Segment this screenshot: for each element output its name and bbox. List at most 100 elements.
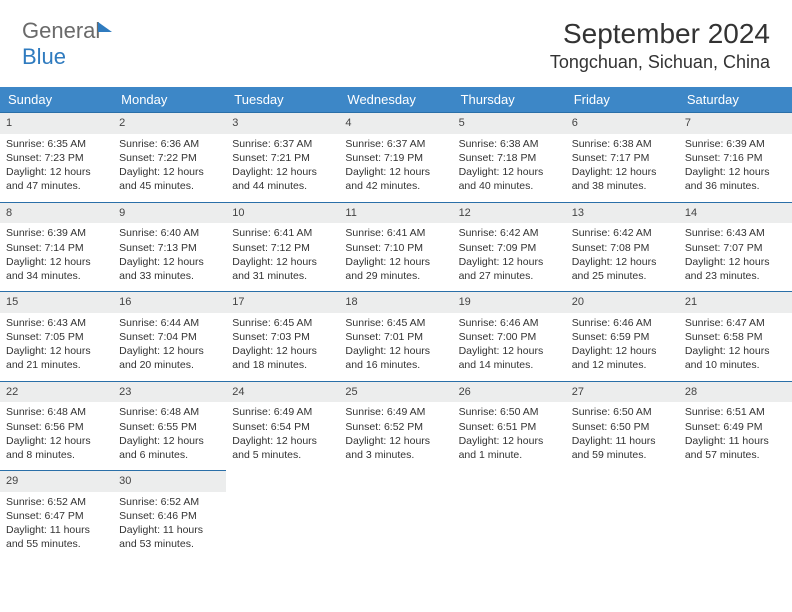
calendar-cell (226, 471, 339, 560)
day-body: Sunrise: 6:35 AMSunset: 7:23 PMDaylight:… (0, 134, 113, 202)
sunrise-text: Sunrise: 6:39 AM (685, 137, 786, 151)
day-number: 17 (226, 292, 339, 313)
daylight-text: and 14 minutes. (459, 358, 560, 372)
calendar-cell (339, 471, 452, 560)
day-body: Sunrise: 6:52 AMSunset: 6:47 PMDaylight:… (0, 492, 113, 560)
logo-part2: Blue (22, 44, 66, 69)
calendar-cell: 17Sunrise: 6:45 AMSunset: 7:03 PMDayligh… (226, 292, 339, 382)
sunset-text: Sunset: 7:16 PM (685, 151, 786, 165)
sunset-text: Sunset: 6:59 PM (572, 330, 673, 344)
sunrise-text: Sunrise: 6:41 AM (232, 226, 333, 240)
sunrise-text: Sunrise: 6:40 AM (119, 226, 220, 240)
daylight-text: and 29 minutes. (345, 269, 446, 283)
sunset-text: Sunset: 7:14 PM (6, 241, 107, 255)
calendar-cell: 24Sunrise: 6:49 AMSunset: 6:54 PMDayligh… (226, 381, 339, 471)
daylight-text: Daylight: 11 hours (685, 434, 786, 448)
sunset-text: Sunset: 7:22 PM (119, 151, 220, 165)
daylight-text: and 53 minutes. (119, 537, 220, 551)
sunrise-text: Sunrise: 6:35 AM (6, 137, 107, 151)
day-number: 12 (453, 203, 566, 224)
calendar-cell: 15 Sunrise: 6:43 AMSunset: 7:05 PMDayligh… (0, 292, 113, 382)
daylight-text: Daylight: 12 hours (572, 255, 673, 269)
day-body: Sunrise: 6:42 AMSunset: 7:09 PMDaylight:… (453, 223, 566, 291)
sunset-text: Sunset: 6:49 PM (685, 420, 786, 434)
day-number: 13 (566, 203, 679, 224)
day-number: 7 (679, 113, 792, 134)
sunrise-text: Sunrise: 6:46 AM (459, 316, 560, 330)
daylight-text: and 3 minutes. (345, 448, 446, 462)
daylight-text: and 21 minutes. (6, 358, 107, 372)
sunset-text: Sunset: 7:19 PM (345, 151, 446, 165)
sunset-text: Sunset: 7:23 PM (6, 151, 107, 165)
day-number: 26 (453, 382, 566, 403)
logo-text: General Blue (22, 18, 112, 70)
daylight-text: and 36 minutes. (685, 179, 786, 193)
sunset-text: Sunset: 7:13 PM (119, 241, 220, 255)
day-number: 24 (226, 382, 339, 403)
day-number: 30 (113, 471, 226, 492)
daylight-text: and 12 minutes. (572, 358, 673, 372)
day-number: 5 (453, 113, 566, 134)
daylight-text: and 20 minutes. (119, 358, 220, 372)
weekday-header: Friday (566, 87, 679, 113)
day-body: Sunrise: 6:45 AMSunset: 7:03 PMDaylight:… (226, 313, 339, 381)
day-body: Sunrise: 6:49 AMSunset: 6:52 PMDaylight:… (339, 402, 452, 470)
day-body: Sunrise: 6:39 AMSunset: 7:16 PMDaylight:… (679, 134, 792, 202)
daylight-text: and 16 minutes. (345, 358, 446, 372)
calendar-table: Sunday Monday Tuesday Wednesday Thursday… (0, 87, 792, 560)
daylight-text: Daylight: 12 hours (459, 344, 560, 358)
daylight-text: and 25 minutes. (572, 269, 673, 283)
sunset-text: Sunset: 7:10 PM (345, 241, 446, 255)
daylight-text: and 55 minutes. (6, 537, 107, 551)
daylight-text: Daylight: 12 hours (6, 165, 107, 179)
day-number: 15 (0, 292, 113, 313)
calendar-cell: 25Sunrise: 6:49 AMSunset: 6:52 PMDayligh… (339, 381, 452, 471)
day-number: 8 (0, 203, 113, 224)
day-number: 23 (113, 382, 226, 403)
daylight-text: Daylight: 12 hours (119, 165, 220, 179)
calendar-cell: 20Sunrise: 6:46 AMSunset: 6:59 PMDayligh… (566, 292, 679, 382)
daylight-text: Daylight: 12 hours (232, 344, 333, 358)
calendar-cell: 21Sunrise: 6:47 AMSunset: 6:58 PMDayligh… (679, 292, 792, 382)
sunset-text: Sunset: 6:56 PM (6, 420, 107, 434)
sunset-text: Sunset: 7:12 PM (232, 241, 333, 255)
day-body: Sunrise: 6:46 AMSunset: 7:00 PMDaylight:… (453, 313, 566, 381)
sunset-text: Sunset: 7:07 PM (685, 241, 786, 255)
daylight-text: and 47 minutes. (6, 179, 107, 193)
weekday-header: Sunday (0, 87, 113, 113)
header: General Blue September 2024 Tongchuan, S… (0, 0, 792, 81)
calendar-cell: 23Sunrise: 6:48 AMSunset: 6:55 PMDayligh… (113, 381, 226, 471)
weekday-header: Thursday (453, 87, 566, 113)
calendar-cell: 1Sunrise: 6:35 AMSunset: 7:23 PMDaylight… (0, 113, 113, 203)
sunset-text: Sunset: 7:18 PM (459, 151, 560, 165)
day-body: Sunrise: 6:43 AMSunset: 7:07 PMDaylight:… (679, 223, 792, 291)
daylight-text: Daylight: 12 hours (572, 344, 673, 358)
daylight-text: Daylight: 12 hours (6, 344, 107, 358)
calendar-body: 1Sunrise: 6:35 AMSunset: 7:23 PMDaylight… (0, 113, 792, 560)
day-number: 6 (566, 113, 679, 134)
day-number: 29 (0, 471, 113, 492)
logo-triangle-icon (98, 22, 112, 32)
day-body: Sunrise: 6:37 AMSunset: 7:21 PMDaylight:… (226, 134, 339, 202)
daylight-text: and 5 minutes. (232, 448, 333, 462)
day-number: 11 (339, 203, 452, 224)
calendar-cell: 30Sunrise: 6:52 AMSunset: 6:46 PMDayligh… (113, 471, 226, 560)
calendar-row: 29Sunrise: 6:52 AMSunset: 6:47 PMDayligh… (0, 471, 792, 560)
daylight-text: Daylight: 12 hours (685, 165, 786, 179)
day-number: 27 (566, 382, 679, 403)
day-number: 18 (339, 292, 452, 313)
sunrise-text: Sunrise: 6:48 AM (6, 405, 107, 419)
sunrise-text: Sunrise: 6:43 AM (6, 316, 107, 330)
daylight-text: and 33 minutes. (119, 269, 220, 283)
calendar-cell: 14Sunrise: 6:43 AMSunset: 7:07 PMDayligh… (679, 202, 792, 292)
day-body: Sunrise: 6:36 AMSunset: 7:22 PMDaylight:… (113, 134, 226, 202)
sunrise-text: Sunrise: 6:50 AM (572, 405, 673, 419)
sunrise-text: Sunrise: 6:45 AM (345, 316, 446, 330)
daylight-text: and 44 minutes. (232, 179, 333, 193)
sunset-text: Sunset: 7:00 PM (459, 330, 560, 344)
sunset-text: Sunset: 7:05 PM (6, 330, 107, 344)
daylight-text: Daylight: 12 hours (119, 255, 220, 269)
day-number: 3 (226, 113, 339, 134)
sunrise-text: Sunrise: 6:36 AM (119, 137, 220, 151)
day-body: Sunrise: 6:42 AMSunset: 7:08 PMDaylight:… (566, 223, 679, 291)
